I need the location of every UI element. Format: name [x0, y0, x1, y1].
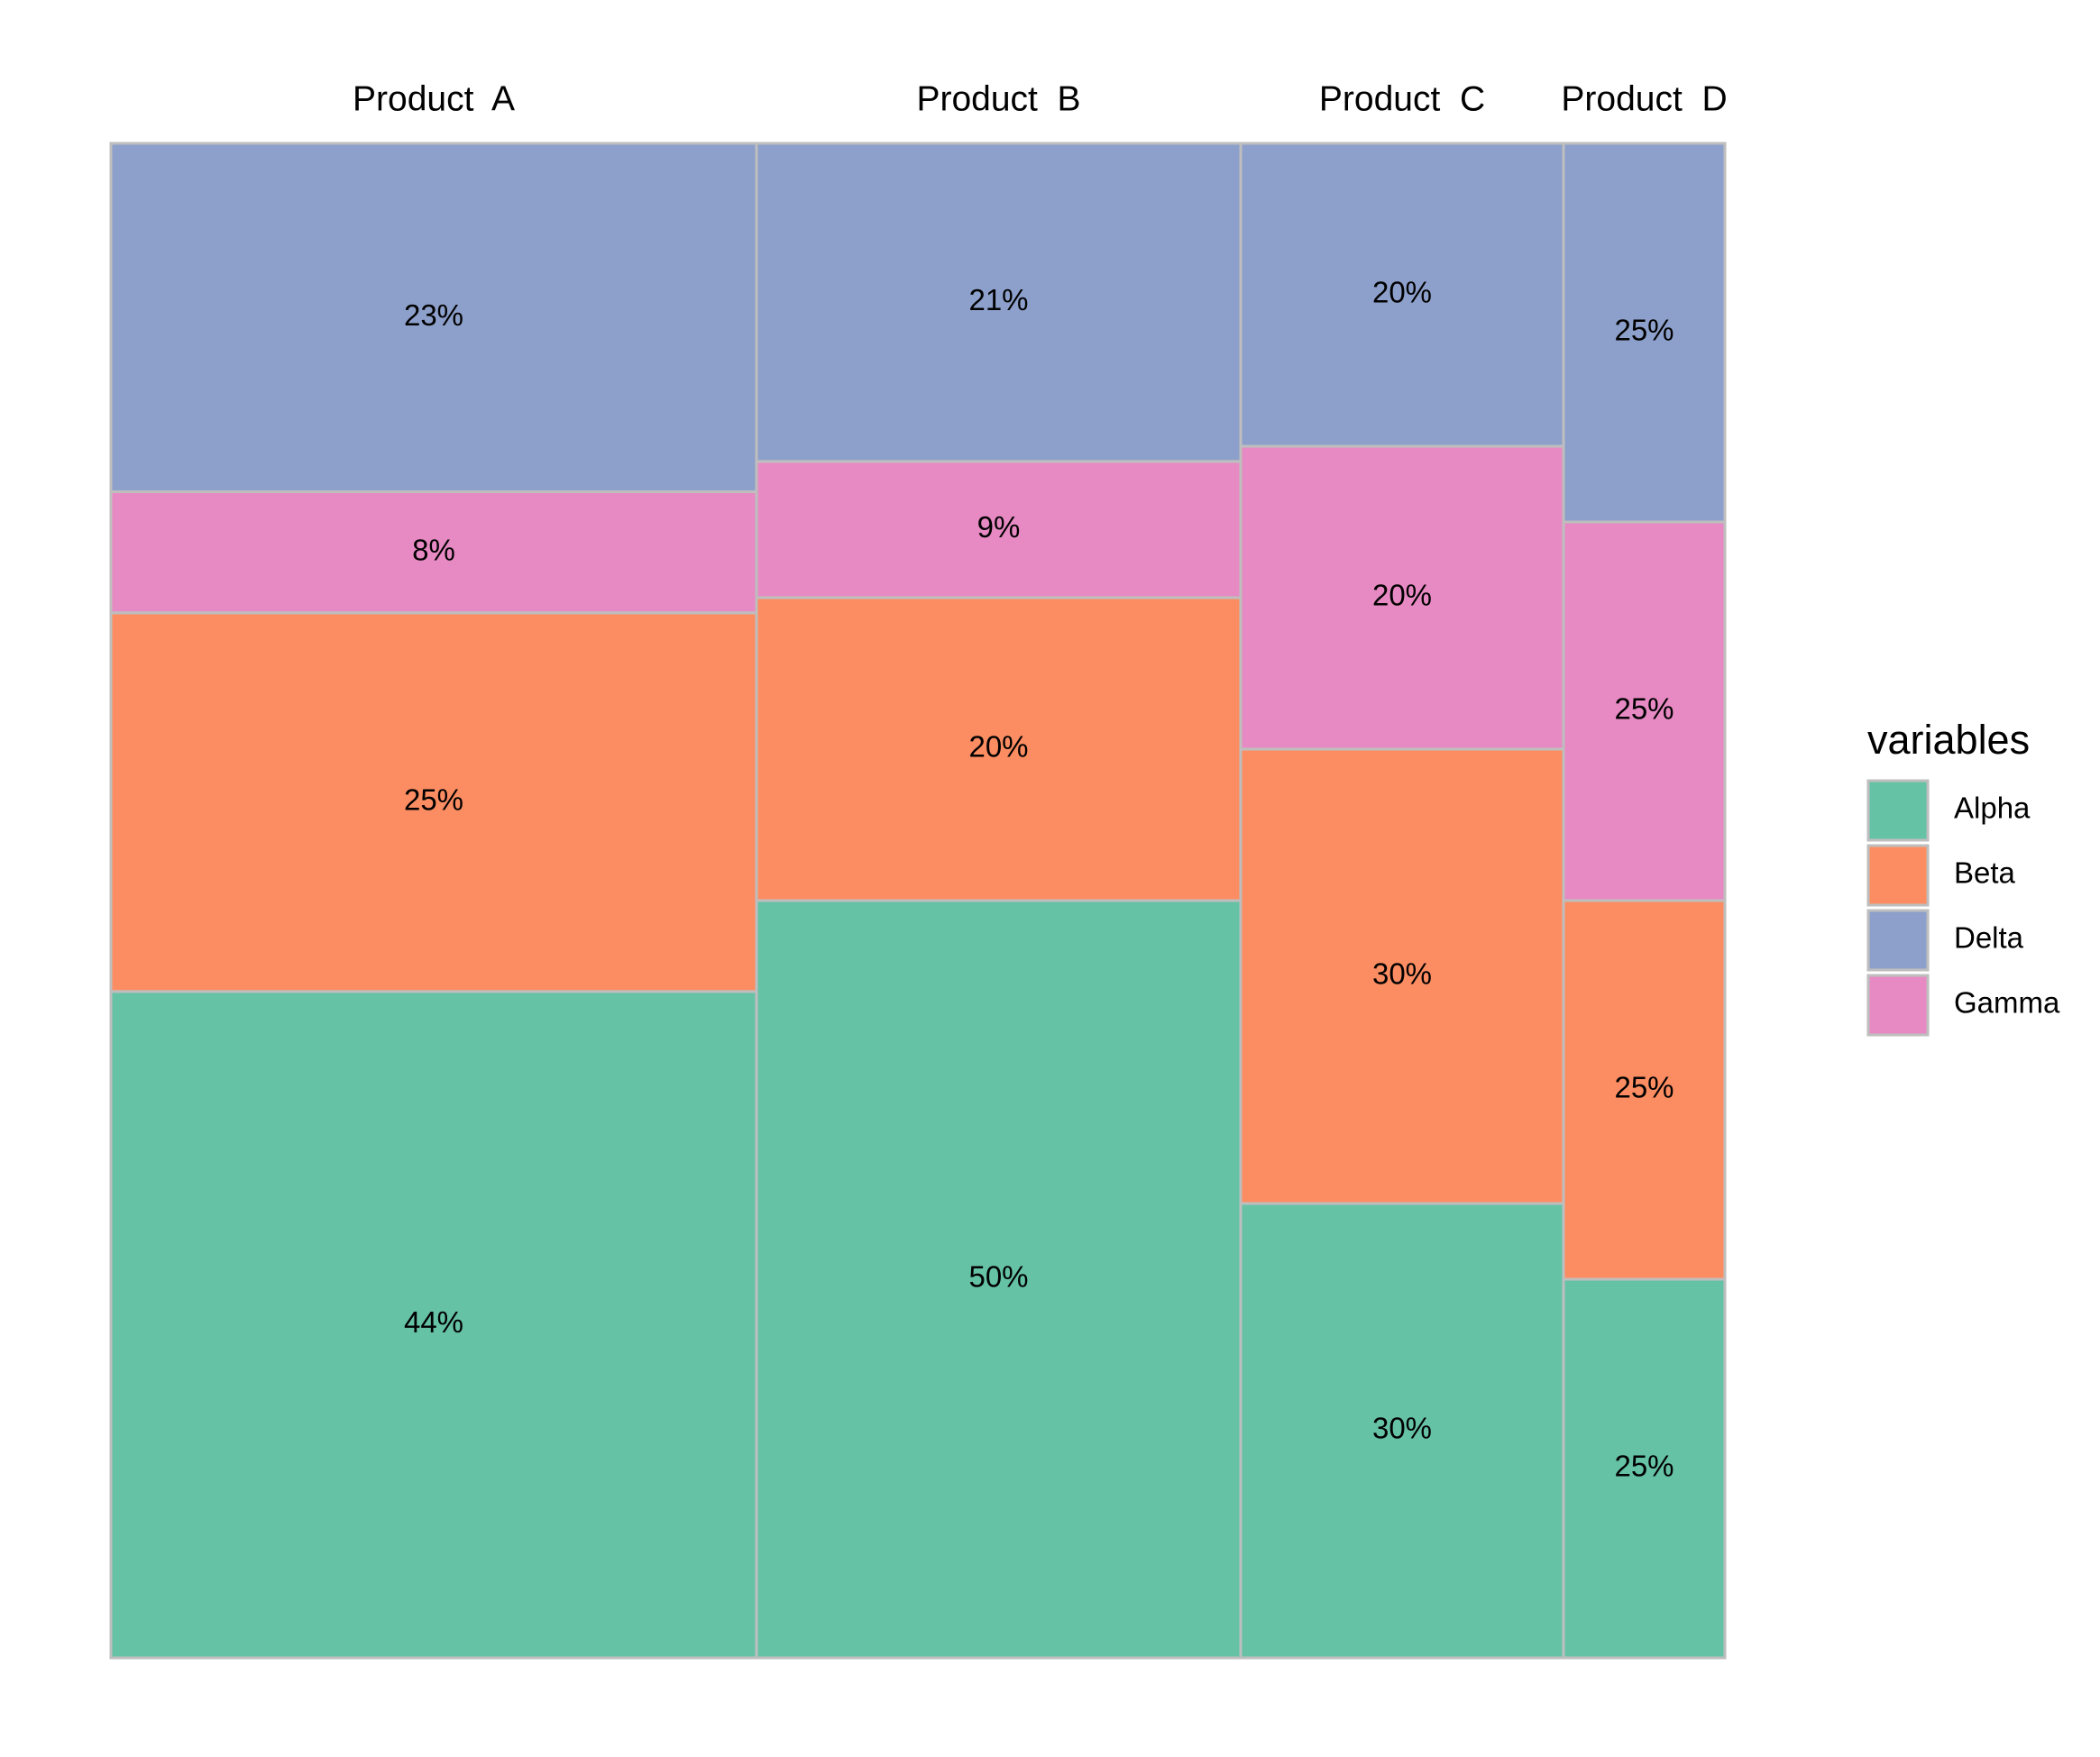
cell-label-product-b-delta: 21%	[968, 283, 1028, 316]
cell-label-product-a-delta: 23%	[404, 298, 463, 332]
cell-product-a-beta	[109, 611, 758, 993]
cell-label-product-d-delta: 25%	[1614, 314, 1674, 347]
legend-label-alpha: Alpha	[1954, 792, 2031, 825]
column-label-product-a: Product A	[353, 79, 515, 118]
cell-product-b-delta	[755, 142, 1243, 463]
cell-label-product-d-gamma: 25%	[1614, 692, 1674, 726]
cell-product-a-delta	[109, 142, 758, 493]
column-label-product-d: Product D	[1561, 79, 1727, 118]
cell-product-d-alpha	[1562, 1277, 1727, 1660]
legend-label-gamma: Gamma	[1954, 986, 2060, 1020]
legend: variables Alpha Beta Delta Gamma	[1866, 717, 2060, 1037]
cell-product-a-alpha	[109, 990, 758, 1660]
cell-product-b-beta	[755, 596, 1243, 902]
cell-product-c-alpha	[1239, 1202, 1565, 1660]
cell-product-d-gamma	[1562, 520, 1727, 902]
cell-label-product-b-alpha: 50%	[968, 1260, 1028, 1294]
legend-swatch-gamma	[1866, 974, 1930, 1037]
cell-label-product-d-beta: 25%	[1614, 1071, 1674, 1104]
cell-product-c-beta	[1239, 747, 1565, 1205]
cell-label-product-b-gamma: 9%	[977, 510, 1021, 544]
cell-label-product-a-gamma: 8%	[412, 533, 455, 566]
cell-label-product-a-beta: 25%	[404, 783, 463, 817]
cell-label-product-c-alpha: 30%	[1372, 1412, 1432, 1445]
mosaic-cells: 44% 25% 8% 23% 50% 20% 9% 21% 30% 30% 20% 20% 25% 25%…	[109, 142, 1727, 1660]
cell-label-product-d-alpha: 25%	[1614, 1450, 1674, 1483]
cell-label-product-c-delta: 20%	[1372, 276, 1432, 309]
cell-label-product-a-alpha: 44%	[404, 1305, 463, 1339]
cell-product-b-alpha	[755, 899, 1243, 1660]
legend-label-beta: Beta	[1954, 856, 2016, 890]
cell-product-b-gamma	[755, 460, 1243, 599]
column-labels: Product A Product B Product C Product D	[353, 79, 1728, 118]
cell-label-product-b-beta: 20%	[968, 730, 1028, 764]
legend-swatch-alpha	[1866, 779, 1930, 842]
column-label-product-b: Product B	[916, 79, 1080, 118]
cell-product-d-delta	[1562, 142, 1727, 524]
legend-label-delta: Delta	[1954, 921, 2024, 955]
cell-label-product-c-gamma: 20%	[1372, 579, 1432, 612]
legend-swatch-delta	[1866, 909, 1930, 972]
column-label-product-c: Product C	[1319, 79, 1485, 118]
cell-product-c-delta	[1239, 142, 1565, 448]
legend-swatch-beta	[1866, 844, 1930, 907]
cell-label-product-c-beta: 30%	[1372, 957, 1432, 991]
legend-title: variables	[1867, 717, 2030, 763]
